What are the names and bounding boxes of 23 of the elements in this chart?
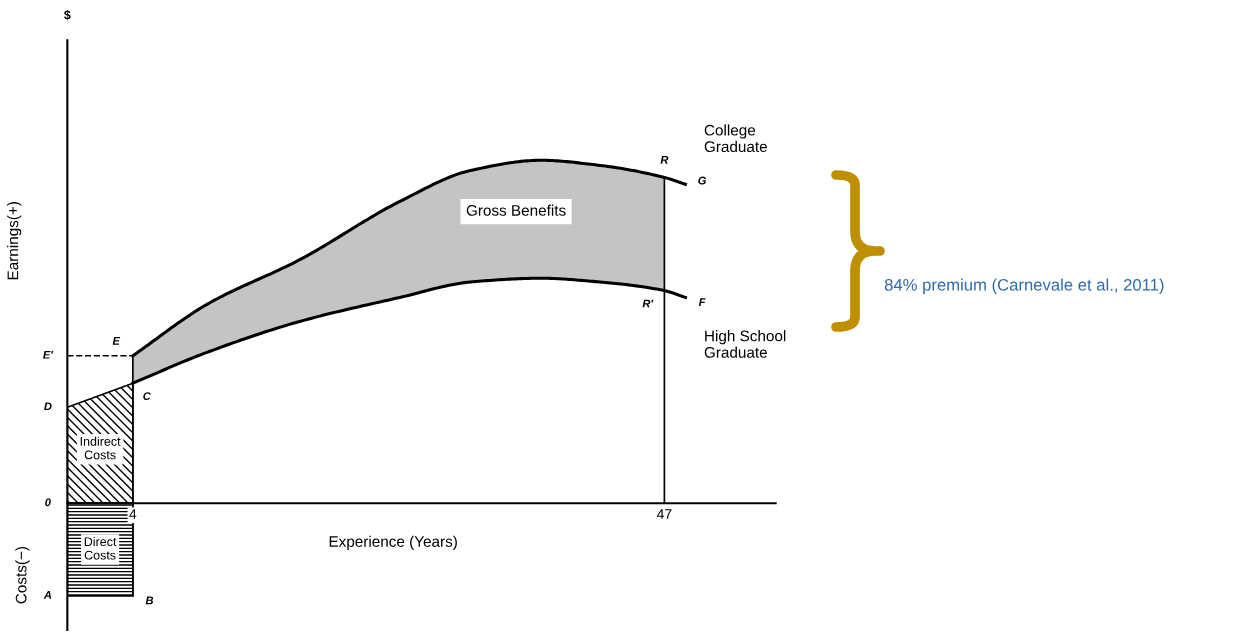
annotation: A	[43, 591, 52, 599]
text: Costs(−)	[15, 546, 30, 604]
annotation: G	[698, 176, 707, 185]
text: High School Graduate	[704, 330, 786, 358]
annotation: Gross Benefits	[466, 204, 566, 216]
text: 0	[45, 498, 51, 507]
annotation: R′	[642, 299, 654, 308]
annotation: R	[660, 155, 669, 164]
annotation: D	[44, 402, 52, 411]
annotation: F	[698, 298, 706, 306]
x-tick-label: 4	[129, 509, 137, 519]
series-label: Direct Costs	[84, 536, 117, 560]
text: 84% premium (Carnevale et al., 2011)	[884, 278, 1164, 295]
text: College Graduate	[704, 124, 767, 153]
annotation: B	[145, 596, 154, 605]
annotation: C	[143, 392, 151, 401]
annotation: E′	[43, 350, 54, 359]
y-axis-title: Earnings(+)	[7, 202, 22, 280]
series-label: Indirect Costs	[80, 436, 121, 460]
x-tick-label: 47	[656, 509, 672, 519]
text: $	[64, 9, 71, 21]
x-axis-title: Experience (Years)	[329, 535, 457, 550]
annotation: E	[112, 337, 121, 345]
